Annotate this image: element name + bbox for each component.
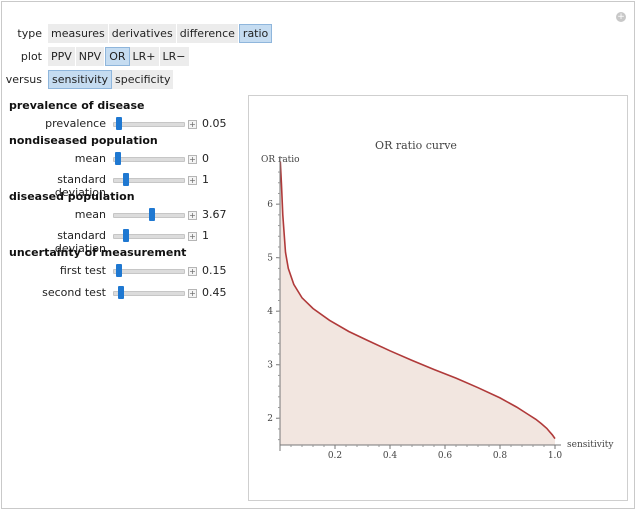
plus-circle-icon[interactable]: + xyxy=(616,12,626,22)
x-tick-label: 1.0 xyxy=(548,451,563,461)
section-uncertainty: uncertainty of measurement xyxy=(9,246,187,259)
or-ratio-chart: OR ratio curve OR ratio sensitivity 0.2 0… xyxy=(261,139,614,461)
slider-second-test[interactable] xyxy=(113,291,185,296)
plot-option-or[interactable]: OR xyxy=(105,47,130,66)
slider-thumb-second-test[interactable] xyxy=(118,286,125,299)
type-option-difference[interactable]: difference xyxy=(176,24,239,43)
plus-square-icon[interactable]: + xyxy=(188,120,197,129)
slider-value-diseased-mean: 3.67 xyxy=(202,208,227,221)
y-tick-label: 5 xyxy=(267,254,273,264)
slider-value-nondiseased-mean: 0 xyxy=(202,152,209,165)
type-option-derivatives[interactable]: derivatives xyxy=(108,24,177,43)
slider-value-diseased-sd: 1 xyxy=(202,229,209,242)
section-nondiseased: nondiseased population xyxy=(9,134,158,147)
slider-value-nondiseased-sd: 1 xyxy=(202,173,209,186)
plot-option-lr-plus[interactable]: LR+ xyxy=(129,47,160,66)
plot-label: plot xyxy=(20,50,42,63)
slider-value-prevalence: 0.05 xyxy=(202,117,227,130)
slider-thumb-prevalence[interactable] xyxy=(116,117,123,130)
or-ratio-area xyxy=(280,161,555,445)
slider-label-nondiseased-sd: standard deviation xyxy=(54,173,106,199)
slider-value-second-test: 0.45 xyxy=(202,286,227,299)
slider-label-nondiseased-mean: mean xyxy=(74,152,106,165)
slider-prevalence[interactable] xyxy=(113,122,185,127)
plot-option-lr-minus[interactable]: LR− xyxy=(159,47,190,66)
versus-option-specificity[interactable]: specificity xyxy=(112,70,175,89)
type-setter: measures derivatives difference ratio xyxy=(48,24,273,43)
x-tick-label: 0.6 xyxy=(438,451,453,461)
x-tick-label: 0.4 xyxy=(383,451,398,461)
versus-option-sensitivity[interactable]: sensitivity xyxy=(48,70,113,89)
plus-square-icon[interactable]: + xyxy=(188,267,197,276)
slider-thumb-nondiseased-mean[interactable] xyxy=(114,152,121,165)
slider-first-test[interactable] xyxy=(113,269,185,274)
slider-diseased-sd[interactable] xyxy=(113,234,185,239)
y-tick-label: 2 xyxy=(267,414,273,424)
axes: 0.2 0.4 0.6 0.8 1.0 2 3 4 5 6 xyxy=(267,156,562,461)
slider-thumb-nondiseased-sd[interactable] xyxy=(122,173,129,186)
or-ratio-curve xyxy=(279,161,556,440)
plus-square-icon[interactable]: + xyxy=(188,211,197,220)
slider-label-second-test: second test xyxy=(42,286,106,299)
y-tick-label: 6 xyxy=(267,200,273,210)
plot-option-npv[interactable]: NPV xyxy=(75,47,106,66)
x-tick-label: 0.2 xyxy=(328,451,342,461)
slider-label-diseased-sd: standard deviation xyxy=(54,229,106,255)
y-tick-label: 4 xyxy=(267,307,273,317)
plus-square-icon[interactable]: + xyxy=(188,232,197,241)
type-option-measures[interactable]: measures xyxy=(48,24,109,43)
x-tick-label: 0.8 xyxy=(493,451,508,461)
plus-square-icon[interactable]: + xyxy=(188,176,197,185)
plus-square-icon[interactable]: + xyxy=(188,289,197,298)
chart-title: OR ratio curve xyxy=(375,139,457,152)
versus-label: versus xyxy=(5,73,42,86)
y-tick-label: 3 xyxy=(267,361,273,371)
type-label: type xyxy=(17,27,42,40)
slider-diseased-mean[interactable] xyxy=(113,213,185,218)
slider-label-first-test: first test xyxy=(59,264,106,277)
section-diseased: diseased population xyxy=(9,190,135,203)
slider-label-prevalence: prevalence xyxy=(45,117,106,130)
slider-nondiseased-mean[interactable] xyxy=(113,157,185,162)
versus-setter: sensitivity specificity xyxy=(48,70,175,89)
plus-square-icon[interactable]: + xyxy=(188,155,197,164)
slider-thumb-first-test[interactable] xyxy=(115,264,122,277)
plot-setter: PPV NPV OR LR+ LR− xyxy=(48,47,190,66)
plot-panel: OR ratio curve OR ratio sensitivity 0.2 0… xyxy=(248,95,628,501)
slider-label-diseased-mean: mean xyxy=(74,208,106,221)
plot-option-ppv[interactable]: PPV xyxy=(48,47,76,66)
slider-thumb-diseased-sd[interactable] xyxy=(122,229,129,242)
section-prevalence: prevalence of disease xyxy=(9,99,145,112)
type-option-ratio[interactable]: ratio xyxy=(238,24,273,43)
x-axis-label: sensitivity xyxy=(567,440,614,450)
slider-thumb-diseased-mean[interactable] xyxy=(149,208,156,221)
slider-value-first-test: 0.15 xyxy=(202,264,227,277)
slider-nondiseased-sd[interactable] xyxy=(113,178,185,183)
